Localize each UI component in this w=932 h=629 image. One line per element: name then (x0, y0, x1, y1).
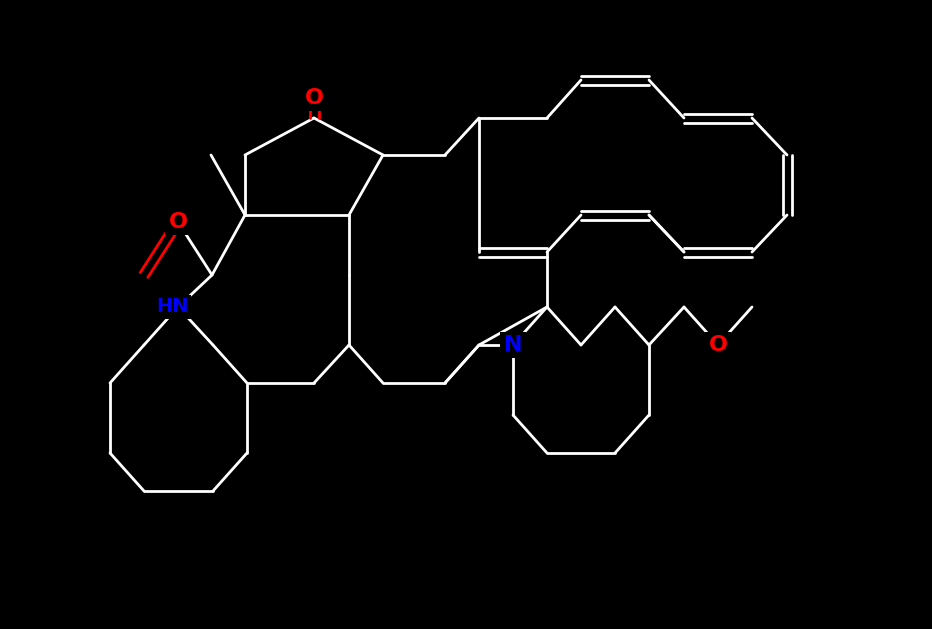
Text: O: O (708, 335, 728, 355)
Text: N: N (504, 335, 522, 355)
Text: HN: HN (156, 298, 188, 316)
Text: O: O (169, 212, 187, 232)
Text: O: O (305, 88, 323, 108)
